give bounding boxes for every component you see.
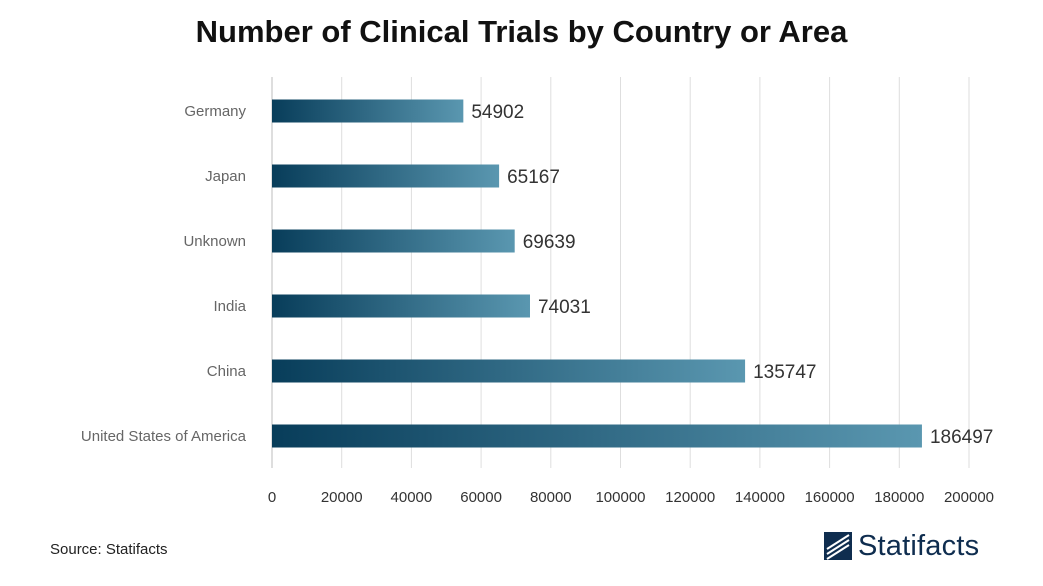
category-label: Germany [184,103,246,120]
bar [272,359,746,383]
x-tick-label: 20000 [321,489,363,506]
category-label: Japan [205,168,246,185]
labels: 0 20000 40000 60000 80000 100000 120000 140000 1… [81,102,994,506]
value-label: 74031 [538,297,591,318]
x-tick-label: 140000 [735,489,785,506]
value-label: 186497 [930,427,993,448]
x-tick-label: 100000 [595,489,645,506]
category-label: United States of America [81,428,247,445]
value-label: 69639 [523,232,576,253]
x-tick-label: 180000 [874,489,924,506]
category-label: China [207,363,247,380]
bar [272,294,530,318]
category-label: Unknown [183,233,246,250]
source-note: Source: Statifacts [50,541,168,558]
gridlines [271,77,970,468]
bar [272,164,500,188]
brand-logo-block: Statifacts [824,528,979,564]
x-tick-label: 160000 [805,489,855,506]
bar [272,229,515,253]
bar [272,99,464,123]
value-label: 65167 [507,167,560,188]
bar [272,424,922,448]
x-tick-label: 40000 [391,489,433,506]
x-tick-label: 200000 [944,489,994,506]
x-tick-label: 80000 [530,489,572,506]
bars [272,99,922,448]
value-label: 135747 [753,362,816,383]
x-tick-label: 0 [268,489,276,506]
statifacts-logo-icon [824,532,852,560]
x-tick-label: 60000 [460,489,502,506]
brand-name: Statifacts [858,529,980,562]
value-label: 54902 [471,102,524,123]
category-label: India [213,298,246,315]
x-tick-label: 120000 [665,489,715,506]
chart-title: Number of Clinical Trials by Country or … [195,14,848,49]
